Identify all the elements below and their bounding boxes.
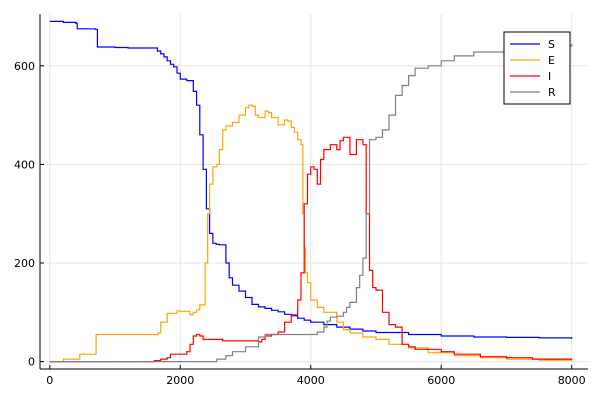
tick-labels: 0 2000 4000 6000 8000 0 200 400 600 [14,60,586,387]
y-tick-label: 200 [14,257,35,270]
series-line-e [49,104,573,363]
x-tick-label: 8000 [558,374,586,387]
series-lines [49,20,573,363]
y-tick-label: 0 [28,356,35,369]
series-line-i [49,136,573,363]
series-line-r [49,43,573,363]
x-tick-label: 0 [46,374,53,387]
x-tick-label: 2000 [166,374,194,387]
x-tick-label: 6000 [427,374,455,387]
legend-label-i: I [548,70,551,83]
legend-label-s: S [548,38,555,51]
legend-label-r: R [548,86,556,99]
x-tick-label: 4000 [297,374,325,387]
legend-label-e: E [548,54,555,67]
y-tick-label: 600 [14,60,35,73]
y-tick-label: 400 [14,158,35,171]
legend-box [503,31,571,105]
axes [39,14,588,370]
